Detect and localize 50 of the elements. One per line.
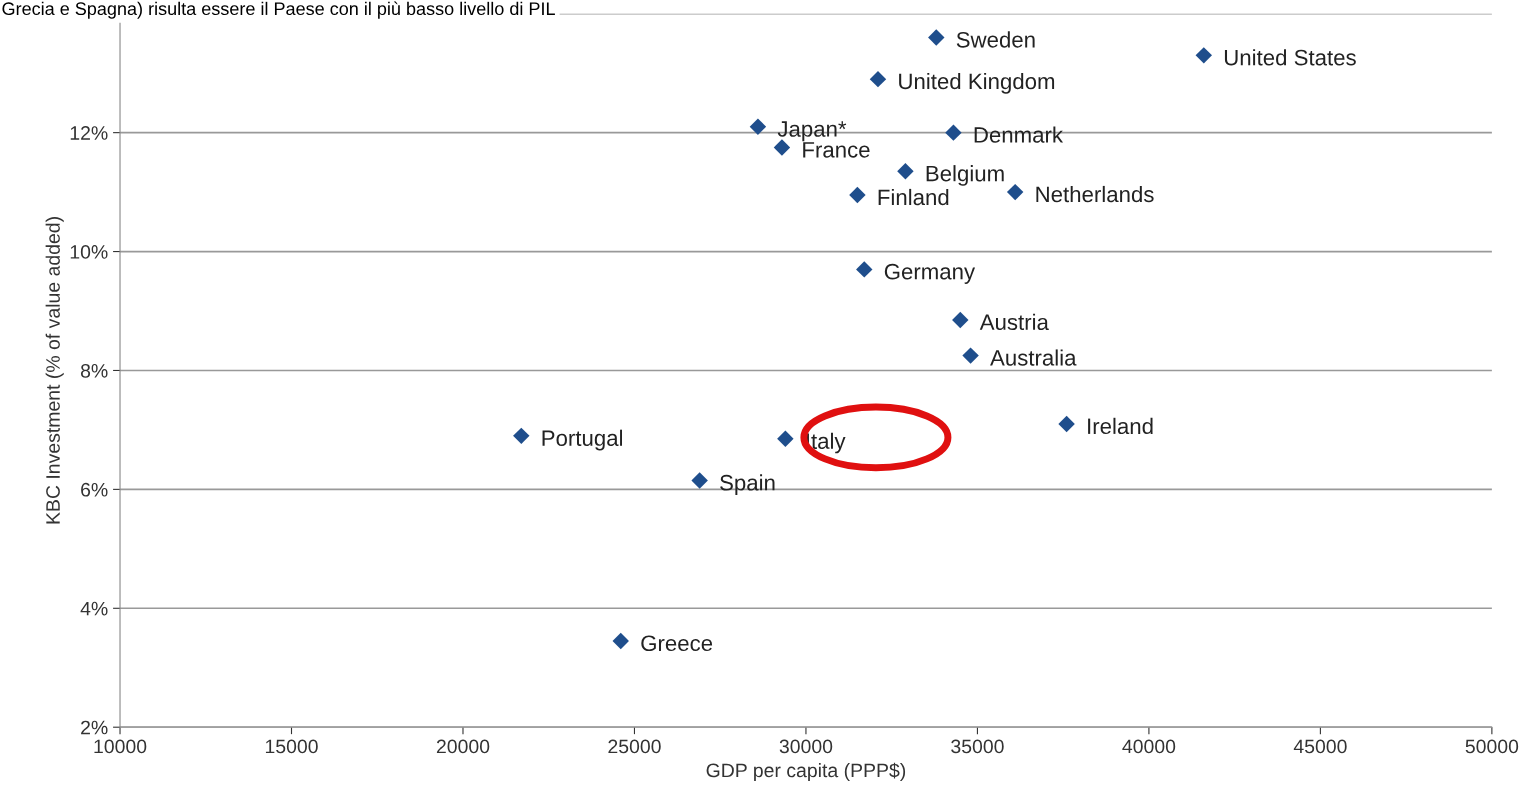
point	[1006, 183, 1024, 201]
annotation: United States	[1224, 49, 1356, 66]
x-tick-label: 35000	[951, 739, 1004, 754]
annotation: Greece	[641, 635, 713, 652]
point	[856, 261, 873, 278]
y-tick-label: 2%	[81, 720, 108, 735]
annotation: Portugal	[542, 429, 623, 451]
point	[1058, 415, 1075, 433]
annotation: Sweden	[956, 31, 1035, 48]
point	[513, 427, 530, 445]
point	[749, 118, 767, 135]
annotation: Germany	[884, 263, 976, 284]
annotation: Ireland	[1088, 417, 1153, 435]
point	[691, 472, 708, 489]
x-tick-label: 20000	[436, 739, 490, 754]
y-axis-title: KBC Investment (% of value added)	[45, 217, 64, 524]
point	[945, 124, 962, 141]
annotation: France	[803, 142, 870, 158]
annotation: Australia	[990, 349, 1077, 366]
point	[897, 163, 914, 180]
y-tick-label: 10%	[70, 245, 108, 259]
x-axis-title: GDP per capita (PPP$)	[706, 762, 906, 782]
x-tick-label: 30000	[779, 739, 833, 754]
x-tick-label: 50000	[1465, 739, 1519, 754]
y-tick-label: 4%	[80, 601, 108, 616]
point	[849, 186, 866, 204]
annotation: Denmark	[974, 126, 1064, 143]
x-tick-label: 10000	[94, 739, 147, 754]
annotation: Grecia e Spagna) risulta essere il Paese con il più basso livello di PIL	[2, 1, 555, 19]
annotation: Japan*	[777, 121, 847, 142]
annotation: Spain	[720, 474, 775, 495]
point	[1195, 47, 1213, 64]
y-tick-label: 6%	[81, 482, 108, 497]
x-tick-label: 25000	[608, 739, 661, 754]
point	[952, 311, 969, 329]
x-tick-label: 15000	[265, 739, 318, 754]
annotation: Netherlands	[1036, 185, 1154, 203]
x-tick-label: 40000	[1122, 739, 1176, 754]
annotation: Austria	[979, 313, 1049, 331]
annotation: Finland	[878, 188, 949, 206]
y-tick-label: 8%	[80, 363, 108, 378]
annotation: Belgium	[926, 165, 1004, 186]
point	[612, 632, 629, 650]
point	[962, 347, 979, 364]
x-tick-label: 45000	[1293, 739, 1347, 754]
annotation: United Kingdom	[899, 72, 1055, 94]
point	[928, 29, 945, 46]
y-tick-label: 12%	[70, 126, 108, 140]
point	[777, 430, 794, 448]
point	[869, 70, 887, 88]
